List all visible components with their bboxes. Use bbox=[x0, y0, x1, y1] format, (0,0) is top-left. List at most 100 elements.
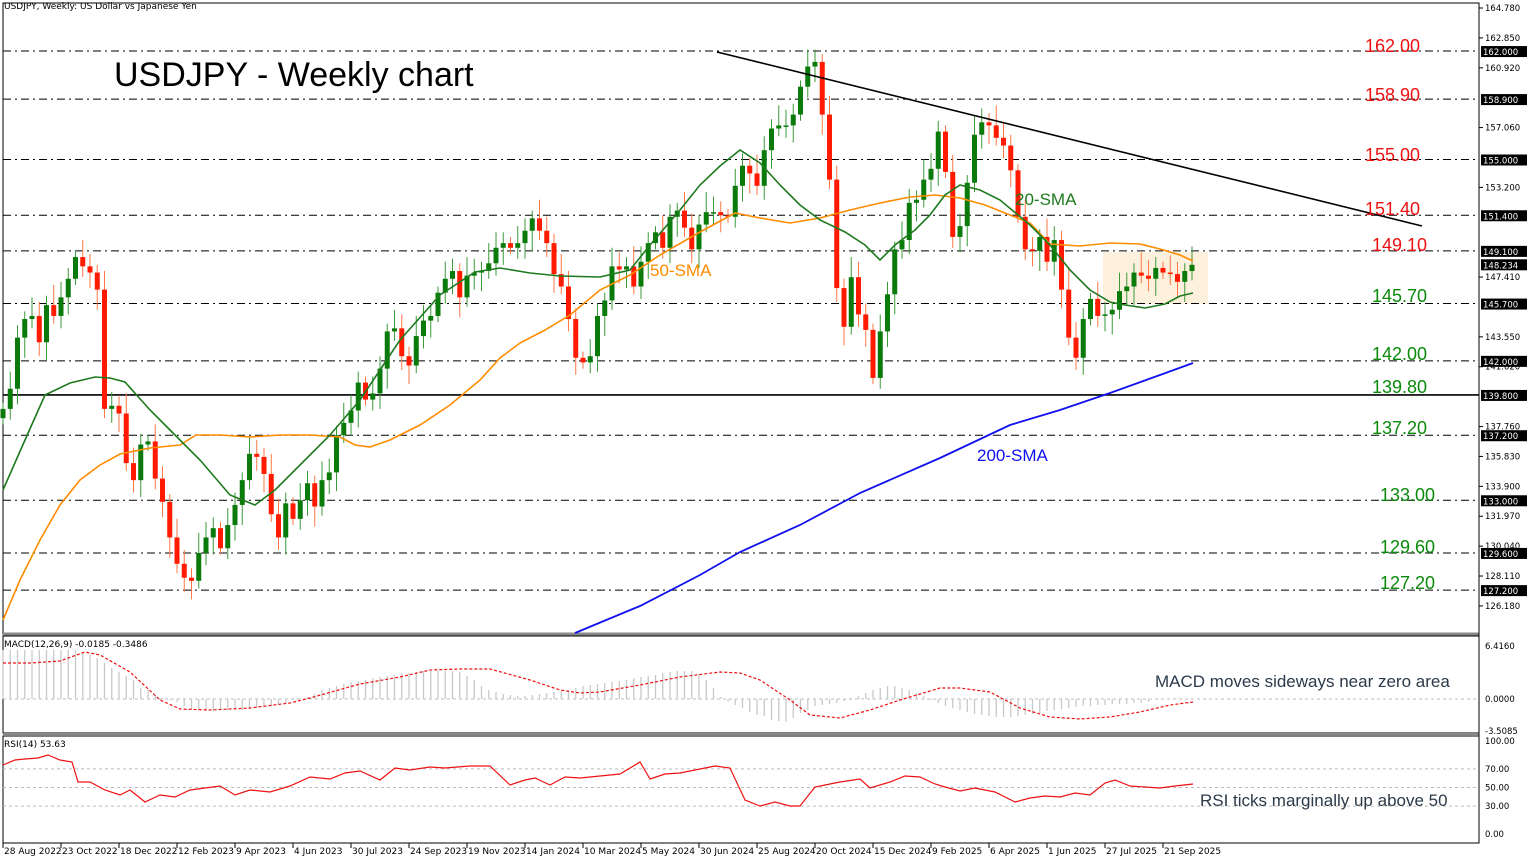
candle-body[interactable] bbox=[537, 218, 542, 231]
candle-body[interactable] bbox=[348, 410, 354, 423]
candle-body[interactable] bbox=[1080, 319, 1086, 358]
candle-body[interactable] bbox=[906, 202, 912, 241]
candle-body[interactable] bbox=[805, 66, 811, 87]
candle-body[interactable] bbox=[341, 422, 347, 436]
candle-body[interactable] bbox=[1073, 337, 1079, 358]
candle-body[interactable] bbox=[203, 537, 209, 553]
candle-body[interactable] bbox=[950, 171, 956, 237]
candle-body[interactable] bbox=[218, 528, 223, 549]
candle-body[interactable] bbox=[65, 278, 71, 298]
candle-body[interactable] bbox=[377, 368, 383, 394]
candle-body[interactable] bbox=[776, 125, 782, 129]
candle-body[interactable] bbox=[1109, 309, 1115, 315]
candle-body[interactable] bbox=[413, 336, 419, 366]
candle-body[interactable] bbox=[326, 472, 332, 481]
candle-body[interactable] bbox=[667, 216, 673, 248]
candle-body[interactable] bbox=[747, 165, 753, 174]
candle-body[interactable] bbox=[102, 289, 107, 409]
candle-body[interactable] bbox=[428, 315, 434, 321]
candle-body[interactable] bbox=[500, 243, 506, 248]
candle-body[interactable] bbox=[856, 277, 861, 315]
candle-body[interactable] bbox=[1015, 170, 1021, 217]
candle-body[interactable] bbox=[44, 305, 49, 343]
candle-body[interactable] bbox=[1117, 291, 1122, 310]
candle-body[interactable] bbox=[0, 408, 6, 419]
candle-body[interactable] bbox=[877, 331, 883, 378]
candle-body[interactable] bbox=[957, 226, 963, 237]
candle-body[interactable] bbox=[812, 61, 818, 67]
candle-body[interactable] bbox=[1189, 264, 1195, 272]
candle-body[interactable] bbox=[711, 212, 716, 214]
candle-body[interactable] bbox=[841, 288, 847, 327]
candle-body[interactable] bbox=[1146, 275, 1151, 279]
candle-body[interactable] bbox=[181, 563, 187, 578]
candle-body[interactable] bbox=[769, 128, 774, 151]
candle-body[interactable] bbox=[624, 266, 629, 270]
candle-body[interactable] bbox=[645, 243, 651, 262]
candle-body[interactable] bbox=[80, 257, 86, 267]
candle-body[interactable] bbox=[972, 134, 977, 183]
candle-body[interactable] bbox=[892, 249, 898, 295]
candle-body[interactable] bbox=[58, 297, 64, 316]
candle-body[interactable] bbox=[558, 274, 564, 287]
candle-body[interactable] bbox=[239, 480, 245, 505]
candle-body[interactable] bbox=[1059, 240, 1064, 290]
candle-body[interactable] bbox=[566, 286, 571, 320]
candle-body[interactable] bbox=[529, 218, 535, 231]
candle-body[interactable] bbox=[783, 125, 789, 127]
candle-body[interactable] bbox=[471, 272, 477, 276]
candle-body[interactable] bbox=[116, 405, 122, 414]
candle-body[interactable] bbox=[1095, 298, 1101, 316]
candle-body[interactable] bbox=[1001, 137, 1006, 146]
candle-body[interactable] bbox=[638, 261, 644, 287]
candle-body[interactable] bbox=[457, 271, 463, 298]
candle-body[interactable] bbox=[7, 388, 13, 409]
candle-body[interactable] bbox=[486, 263, 492, 272]
candle-body[interactable] bbox=[921, 179, 927, 200]
candle-body[interactable] bbox=[544, 230, 550, 244]
candle-body[interactable] bbox=[798, 86, 803, 115]
candle-body[interactable] bbox=[51, 305, 57, 316]
candle-body[interactable] bbox=[914, 199, 919, 203]
candle-body[interactable] bbox=[522, 230, 528, 244]
candle-body[interactable] bbox=[1160, 267, 1166, 273]
candle-body[interactable] bbox=[1044, 236, 1050, 262]
candle-body[interactable] bbox=[863, 314, 869, 330]
candle-body[interactable] bbox=[109, 405, 115, 409]
candle-body[interactable] bbox=[1167, 272, 1173, 275]
candle-body[interactable] bbox=[740, 165, 745, 186]
candle-body[interactable] bbox=[276, 514, 281, 538]
candle-body[interactable] bbox=[703, 212, 709, 225]
candle-body[interactable] bbox=[232, 504, 238, 526]
candle-body[interactable] bbox=[160, 478, 165, 502]
candle-body[interactable] bbox=[73, 257, 78, 279]
candle-body[interactable] bbox=[551, 243, 557, 275]
candle-body[interactable] bbox=[268, 473, 274, 515]
candle-body[interactable] bbox=[392, 328, 397, 332]
candle-body[interactable] bbox=[1088, 298, 1093, 320]
candle-body[interactable] bbox=[1066, 289, 1072, 338]
candle-body[interactable] bbox=[1102, 314, 1108, 316]
candle-body[interactable] bbox=[573, 319, 579, 358]
candle-body[interactable] bbox=[1124, 286, 1130, 292]
candle-body[interactable] bbox=[616, 266, 622, 270]
candle-body[interactable] bbox=[1153, 267, 1159, 279]
candle-body[interactable] bbox=[732, 185, 738, 217]
candle-body[interactable] bbox=[935, 131, 941, 169]
candle-body[interactable] bbox=[689, 227, 695, 250]
candle-body[interactable] bbox=[94, 272, 100, 290]
candle-body[interactable] bbox=[297, 500, 303, 519]
candle-body[interactable] bbox=[15, 337, 20, 389]
candle-body[interactable] bbox=[993, 125, 999, 138]
candle-body[interactable] bbox=[986, 122, 992, 126]
candle-body[interactable] bbox=[22, 319, 28, 338]
candle-body[interactable] bbox=[152, 441, 158, 479]
candle-body[interactable] bbox=[384, 331, 390, 369]
candle-body[interactable] bbox=[696, 224, 702, 250]
candle-body[interactable] bbox=[631, 266, 637, 287]
candle-body[interactable] bbox=[899, 240, 905, 250]
candle-body[interactable] bbox=[834, 179, 840, 289]
candle-body[interactable] bbox=[580, 357, 586, 363]
candle-body[interactable] bbox=[225, 525, 231, 549]
